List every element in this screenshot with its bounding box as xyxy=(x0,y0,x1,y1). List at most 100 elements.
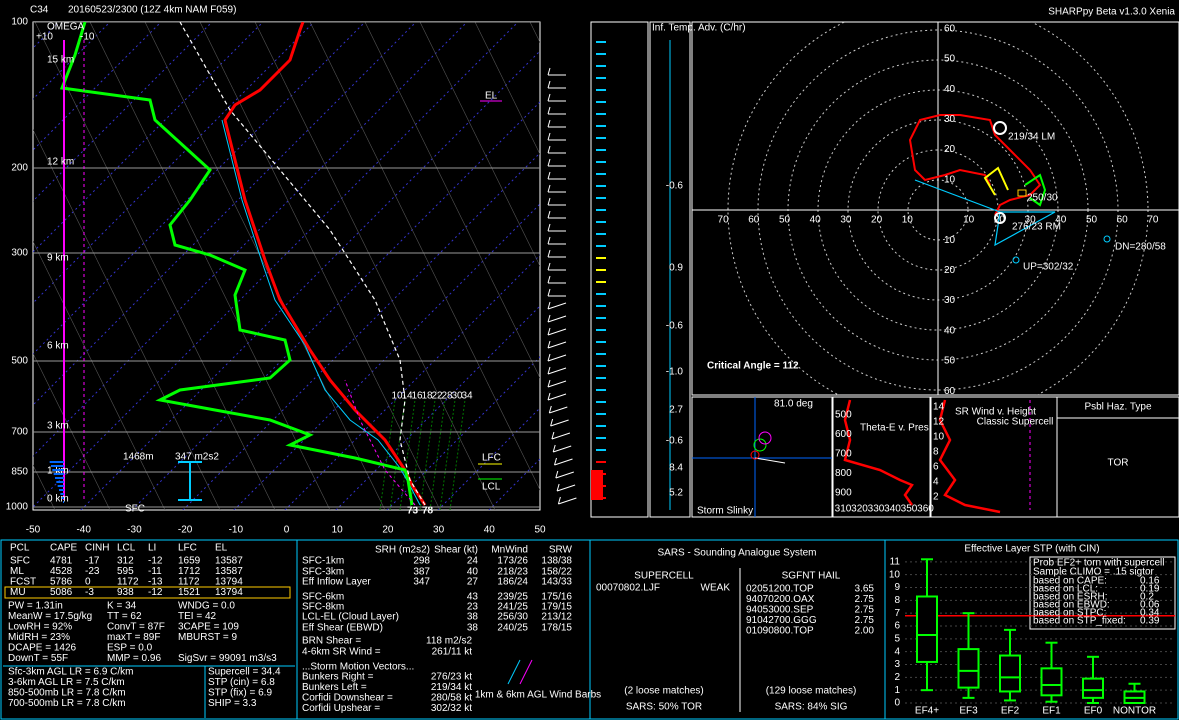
wind-barb xyxy=(549,406,568,414)
dry-adiabat xyxy=(33,129,221,510)
kin-header: SRH (m2s2) xyxy=(375,545,430,556)
severe-index: Supercell = 34.4 xyxy=(208,667,281,678)
height-label: 12 km xyxy=(47,157,74,168)
vectors-title: ...Storm Motion Vectors... xyxy=(302,662,414,673)
stp-category: EF4+ xyxy=(915,706,939,717)
srwind-title: SR Wind v. Height xyxy=(955,407,1036,418)
bottom-frames xyxy=(0,539,1179,720)
kin-value: 179/15 xyxy=(541,602,572,613)
hodo-y-label: 50 xyxy=(944,54,956,65)
isotherm xyxy=(33,22,315,304)
prob-label: based on CAPE: xyxy=(1033,576,1107,587)
thermo-cell: 938 xyxy=(117,587,134,598)
sars-title: SARS - Sounding Analogue System xyxy=(658,548,817,559)
hail-match: 91042700.GGG xyxy=(746,615,817,626)
stp-y-label: 6 xyxy=(894,621,900,632)
thermo-header: EL xyxy=(215,543,228,554)
advection-value: 5.2 xyxy=(669,488,683,499)
kin-value: 256/30 xyxy=(497,612,528,623)
slinky-ring xyxy=(753,438,767,452)
pressure-label: 200 xyxy=(11,163,28,174)
wind-barb xyxy=(547,393,567,401)
up-label: UP=302/32 xyxy=(1023,262,1074,273)
kin-value: 240/25 xyxy=(497,623,528,634)
kin-label: Eff Inflow Layer xyxy=(302,577,371,588)
index-value: DownT = 55F xyxy=(8,653,68,664)
hodo-y-label: 50 xyxy=(944,356,956,367)
wind-barb-flag xyxy=(547,93,551,102)
vector-label: Corfidi Upshear = xyxy=(302,703,380,714)
wind-barb-flag xyxy=(547,106,551,115)
advection-value: -0.6 xyxy=(666,321,684,332)
stp-legend-title: Prob EF2+ torn with supercell xyxy=(1033,558,1164,569)
height-label: 0 km xyxy=(47,494,69,505)
box xyxy=(1040,667,1063,697)
hodograph-frame xyxy=(691,21,1179,396)
kin-value: 175/16 xyxy=(541,592,572,603)
thermo-cell: FCST xyxy=(10,577,36,588)
hodo-y-label: 60 xyxy=(944,23,956,34)
advection-value: 0.9 xyxy=(669,263,683,274)
hodo-y-label: 30 xyxy=(944,295,956,306)
prob-label: based on STP_fixed: xyxy=(1033,616,1126,627)
thermo-cell: 312 xyxy=(117,556,134,567)
index-value: DCAPE = 1426 xyxy=(8,643,77,654)
dry-adiabat xyxy=(33,240,166,510)
hodo-x-label: 40 xyxy=(810,215,822,226)
lapse-rate: 850-500mb LR = 7.8 C/km xyxy=(8,688,126,699)
temp-label: -40 xyxy=(76,525,91,536)
wind-barb-flag xyxy=(547,223,551,232)
temp-label: -10 xyxy=(229,525,244,536)
sars-match: 00070802.LJF xyxy=(596,583,660,594)
kin-value: 347 xyxy=(413,577,430,588)
dry-adiabat xyxy=(89,22,331,510)
srwind-y-label: 2 xyxy=(933,492,939,503)
wind-barb-flag xyxy=(547,132,551,141)
sr46-value: 261/11 kt xyxy=(432,647,473,658)
downshear xyxy=(1103,235,1111,243)
vector-label: Bunkers Left = xyxy=(302,682,367,693)
stp-frame xyxy=(884,539,1179,720)
srwind-y-label: 14 xyxy=(933,402,945,413)
hodo-x-label: 40 xyxy=(1055,215,1067,226)
wind-barb xyxy=(558,497,577,505)
kin-value: 173/26 xyxy=(497,556,528,567)
thermo-cell: 1172 xyxy=(178,577,200,588)
pressure-label: 1000 xyxy=(6,502,29,513)
mean-wind xyxy=(1017,189,1027,197)
kin-value: 138/38 xyxy=(541,556,572,567)
upshear xyxy=(1012,256,1020,264)
kin-label: SFC-6km xyxy=(302,592,344,603)
hail-match: 94053000.SEP xyxy=(746,605,814,616)
dry-adiabat xyxy=(254,22,496,510)
height-label: 9 km xyxy=(47,253,69,264)
wind-barb-flag xyxy=(547,275,551,284)
critical-angle: Critical Angle = 112 xyxy=(707,361,799,372)
dewpoint xyxy=(59,22,414,506)
lfc-label: LFC xyxy=(482,453,501,464)
advection-value: 2.7 xyxy=(669,405,683,416)
srwind-y-label: 4 xyxy=(933,477,939,488)
severe-index: SHIP = 3.3 xyxy=(208,698,257,709)
index-value: MidRH = 23% xyxy=(8,632,70,643)
wetbulb xyxy=(221,119,421,506)
slinky-angle: 81.0 deg xyxy=(774,399,813,410)
kin-label: LCL-EL (Cloud Layer) xyxy=(302,612,399,623)
kin-value: 298 xyxy=(413,556,430,567)
isotherm xyxy=(182,152,540,510)
run-title: 20160523/2300 (12Z 4km NAM F059) xyxy=(68,5,236,16)
isotherm xyxy=(33,22,213,202)
vector-label: Corfidi Downshear = xyxy=(302,693,393,704)
wind-barb-flag xyxy=(547,314,551,323)
stp-y-label: 10 xyxy=(889,569,901,580)
prob-label: based on STPC: xyxy=(1033,608,1106,619)
thermo-cell: -3 xyxy=(85,587,94,598)
hodo-x-label: 60 xyxy=(1117,215,1129,226)
vector-value: 302/32 kt xyxy=(431,703,472,714)
stp-y-label: 8 xyxy=(894,595,900,606)
index-value: K = 34 xyxy=(107,601,137,612)
mean-label: 250/30 xyxy=(1027,193,1058,204)
version: SHARPpy Beta v1.3.0 Xenia xyxy=(1048,7,1175,18)
thermo-cell: 595 xyxy=(117,566,134,577)
